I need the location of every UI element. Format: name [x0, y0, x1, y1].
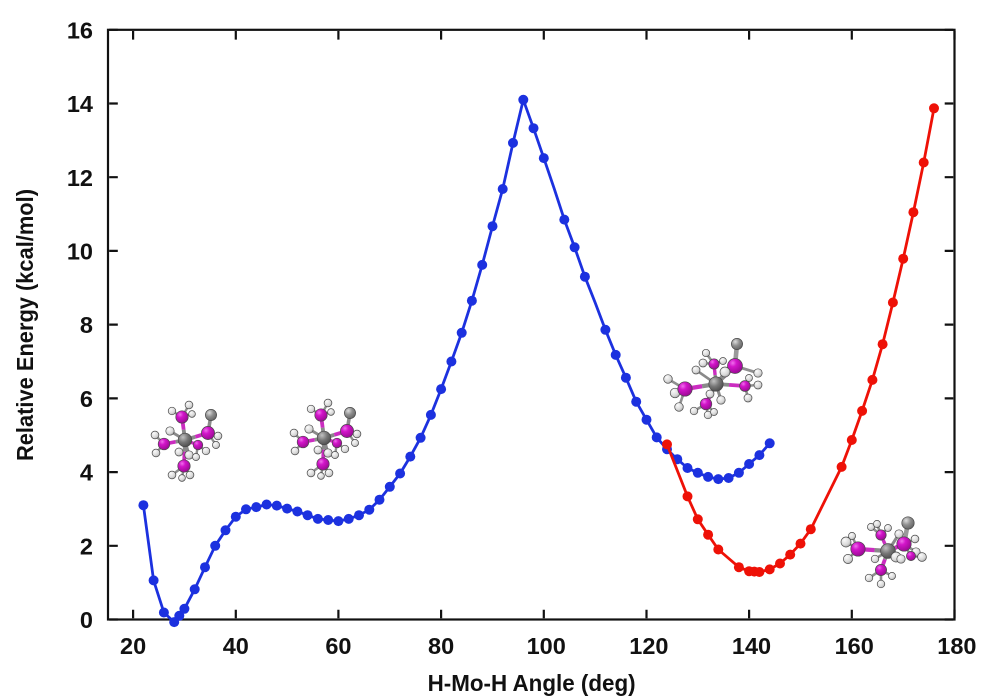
svg-text:12: 12: [67, 165, 93, 191]
svg-text:160: 160: [835, 633, 874, 659]
svg-text:6: 6: [80, 386, 93, 412]
svg-text:H-Mo-H Angle (deg): H-Mo-H Angle (deg): [428, 670, 636, 696]
svg-text:14: 14: [67, 91, 93, 117]
svg-text:140: 140: [732, 633, 771, 659]
svg-text:4: 4: [80, 460, 93, 486]
svg-text:Relative Energy (kcal/mol): Relative Energy (kcal/mol): [12, 189, 38, 461]
svg-text:120: 120: [629, 633, 668, 659]
svg-text:100: 100: [527, 633, 566, 659]
svg-text:0: 0: [80, 607, 93, 633]
svg-text:10: 10: [67, 239, 93, 265]
svg-text:2: 2: [80, 533, 93, 559]
svg-text:80: 80: [428, 633, 454, 659]
svg-text:40: 40: [223, 633, 249, 659]
svg-text:8: 8: [80, 312, 93, 338]
svg-text:20: 20: [120, 633, 146, 659]
svg-text:180: 180: [937, 633, 976, 659]
svg-text:16: 16: [67, 17, 93, 43]
svg-text:60: 60: [325, 633, 351, 659]
